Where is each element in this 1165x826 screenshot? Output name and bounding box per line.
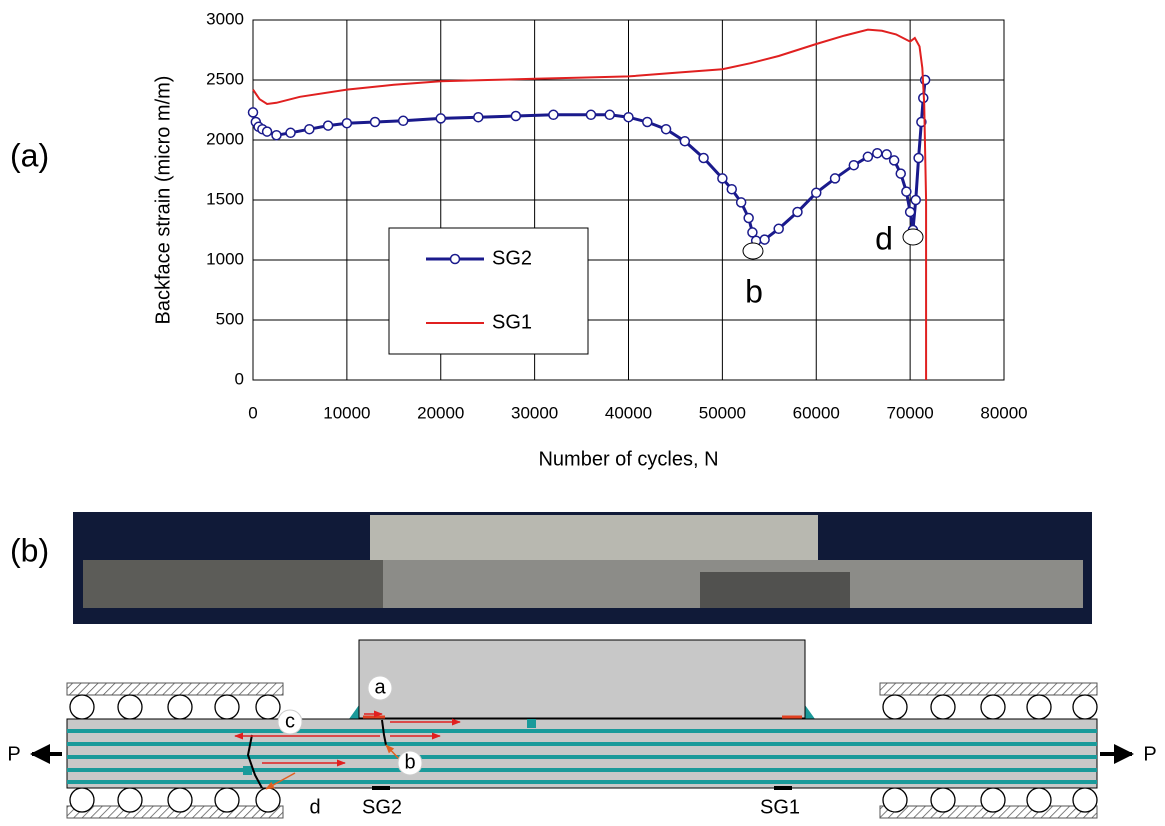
- marker: [436, 114, 445, 123]
- panel-label: (a): [10, 137, 49, 173]
- x-tick-label: 60000: [793, 403, 840, 422]
- specimen-photo: [73, 512, 1092, 624]
- y-tick-label: 1000: [206, 249, 244, 268]
- marker: [324, 121, 333, 130]
- marker: [793, 208, 802, 217]
- diagram-label: a: [374, 676, 386, 698]
- specimen-diagram: [32, 640, 1132, 818]
- diagram-label: SG1: [760, 796, 800, 818]
- x-tick-label: 70000: [886, 403, 933, 422]
- diagram-label: P: [1143, 743, 1156, 765]
- marker: [699, 154, 708, 163]
- y-tick-label: 2500: [206, 69, 244, 88]
- marker: [760, 235, 769, 244]
- marker: [896, 169, 905, 178]
- marker: [873, 149, 882, 158]
- x-tick-label: 10000: [323, 403, 370, 422]
- marker: [902, 187, 911, 196]
- marker: [249, 108, 258, 117]
- marker: [831, 174, 840, 183]
- diagram-label: SG2: [362, 796, 402, 818]
- marker: [549, 110, 558, 119]
- x-tick-label: 30000: [511, 403, 558, 422]
- x-tick-label: 50000: [699, 403, 746, 422]
- marker: [605, 110, 614, 119]
- marker: [718, 174, 727, 183]
- marker: [305, 125, 314, 134]
- x-tick-label: 20000: [417, 403, 464, 422]
- marker: [906, 208, 915, 217]
- marker: [624, 113, 633, 122]
- marker: [286, 128, 295, 137]
- marker: [812, 188, 821, 197]
- marker: [511, 112, 520, 121]
- x-tick-label: 40000: [605, 403, 652, 422]
- y-tick-label: 0: [235, 369, 244, 388]
- legend-label: SG2: [492, 247, 532, 269]
- marker: [399, 116, 408, 125]
- panel-label: (b): [10, 532, 49, 568]
- figure: (a) (b): [0, 0, 1165, 826]
- annotation-marker: [743, 243, 763, 259]
- y-tick-label: 1500: [206, 189, 244, 208]
- legend: SG2 SG1: [389, 228, 588, 354]
- diagram-label: d: [309, 796, 320, 818]
- marker: [272, 131, 281, 140]
- diagram-label: b: [404, 751, 415, 773]
- marker: [863, 152, 872, 161]
- diagram-label: P: [7, 743, 20, 765]
- marker: [774, 224, 783, 233]
- y-tick-label: 2000: [206, 129, 244, 148]
- marker: [748, 228, 757, 237]
- annotation: b: [745, 273, 763, 309]
- marker: [263, 127, 272, 136]
- marker: [737, 198, 746, 207]
- marker: [371, 118, 380, 127]
- marker: [680, 137, 689, 146]
- marker: [744, 214, 753, 223]
- marker: [849, 161, 858, 170]
- marker: [643, 118, 652, 127]
- marker: [727, 185, 736, 194]
- legend-box: [389, 228, 588, 354]
- legend-label: SG1: [492, 311, 532, 333]
- diagram-label: c: [285, 710, 295, 732]
- y-axis-title: Backface strain (micro m/m): [152, 76, 174, 325]
- marker: [474, 113, 483, 122]
- marker: [914, 154, 923, 163]
- marker: [662, 125, 671, 134]
- y-tick-label: 3000: [206, 9, 244, 28]
- x-axis-title: Number of cycles, N: [538, 448, 718, 470]
- x-tick-label: 0: [248, 403, 257, 422]
- annotation-marker: [903, 229, 923, 245]
- marker: [586, 110, 595, 119]
- marker: [911, 196, 920, 205]
- x-tick-label: 80000: [980, 403, 1027, 422]
- y-tick-label: 500: [216, 309, 244, 328]
- marker: [342, 119, 351, 128]
- marker: [890, 156, 899, 165]
- legend-marker: [451, 255, 460, 264]
- annotation: d: [875, 220, 893, 256]
